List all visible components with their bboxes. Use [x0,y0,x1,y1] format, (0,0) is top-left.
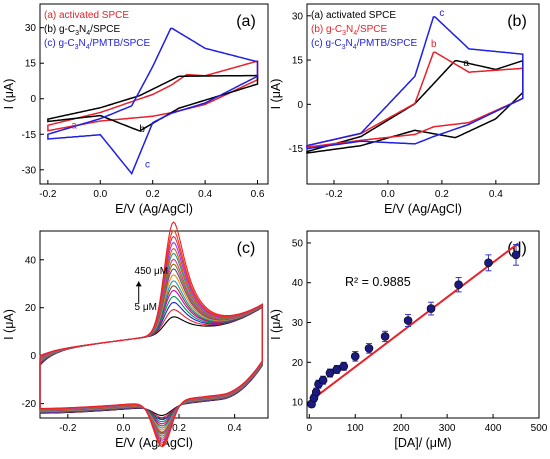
panel-a-legend-entry: (c) g-C3N4/PMTB/SPCE [44,38,151,51]
panel-b-x-tick-label: 0.4 [489,189,503,200]
panel-d-y-tick-label: 40 [292,278,304,289]
panel-b-cv-electrodes-dopamine: -0.2 0.0 0.2 0.4 -15 0 15 30 E/V (Ag/AgCl) I (μA)… [269,3,540,216]
panel-a-legend-entry: (b) g-C3N4/SPCE [44,24,121,37]
panel-d-data-point [511,250,521,260]
panel-b-x-tick-label: 0.0 [381,189,395,200]
panel-c-concentration-annotation: 5 μM [135,302,157,313]
panel-d-x-axis-label: [DA]/ (μM) [394,436,451,450]
panel-a-y-tick-label: -15 [22,130,37,141]
panel-b-plot-frame [306,3,540,185]
panel-b-legend-entry: (a) activated SPCE [311,10,396,21]
panel-d-y-tick-label: 30 [292,318,304,329]
panel-a-curve-label: c [145,159,150,170]
panel-b-cv-curve [306,16,524,150]
panel-d-data-point [318,375,328,385]
panel-d-data-point [364,344,374,353]
panel-a-x-tick-label: 0.4 [198,189,212,200]
panel-a-x-tick-label: 0.6 [251,189,265,200]
panel-d-data-point [484,258,493,268]
panel-d-data-point [339,361,349,371]
panel-b-x-axis-label: E/V (Ag/AgCl) [384,202,462,216]
panel-c-x-axis-label: E/V (Ag/AgCl) [115,436,193,450]
panel-d-data-point [380,332,390,341]
panel-a-y-tick-label: 30 [25,23,37,34]
panel-b-curve-label: b [431,39,437,50]
panel-a-panel-label: (a) [236,13,256,30]
panel-b-y-tick-label: -15 [289,144,304,155]
panel-d-y-axis-label: I (μA) [269,309,283,340]
panel-c-increase-arrow-head [135,281,142,287]
panel-c-x-tick-label: 0.4 [228,423,242,434]
panel-c-y-tick-label: 0 [30,351,36,362]
panel-a-x-axis-label: E/V (Ag/AgCl) [115,202,193,216]
panel-a-x-tick-label: 0.2 [146,189,160,200]
panel-c-x-tick-label: 0.2 [172,423,186,434]
panel-b-y-tick-label: 15 [292,56,304,67]
panel-a-y-tick-label: 0 [30,94,36,105]
panel-a-curve-label: b [139,124,145,135]
panel-d-x-tick-label: 500 [531,423,548,434]
panel-d-data-point [311,387,321,397]
panel-c-cv-curve [39,274,263,431]
panel-a-legend-entry: (a) activated SPCE [44,10,129,21]
panel-b-y-axis-label: I (μA) [269,79,283,110]
panel-d-r-squared-annotation: R² = 0.9885 [345,275,411,289]
panel-d-data-point [350,352,360,361]
panel-c-cv-curve [39,305,263,419]
panel-d-y-tick-label: 10 [292,398,304,409]
panel-c-y-tick-label: -20 [22,399,37,410]
panel-b-y-tick-label: 0 [297,100,303,111]
panel-d-calibration-plot: 0 100 200 300 400 500 10 20 30 40 50 [DA]/ (μM) I (μ… [269,230,548,450]
panel-a-cv-electrodes: -0.2 0.0 0.2 0.4 0.6 -30 -15 0 15 30 E/V (Ag/AgCl)… [2,3,269,216]
panel-a-y-axis-label: I (μA) [2,79,16,110]
panel-b-curve-label: c [439,8,444,19]
panel-d-x-tick-label: 100 [347,423,364,434]
panel-b-curve-label: a [463,58,469,69]
panel-c-panel-label: (c) [237,240,256,257]
panel-d-x-tick-label: 0 [307,423,313,434]
panel-a-cv-curve [47,60,259,132]
panel-c-concentration-annotation: 450 μM [135,266,169,277]
panel-a-x-tick-label: -0.2 [39,189,57,200]
panel-b-legend-entry: (b) g-C3N4/SPCE [311,24,388,37]
panel-a-y-tick-label: -30 [22,165,37,176]
panel-a-curve-label: a [71,120,77,131]
panel-d-panel-label: (d) [507,240,527,257]
panel-a-plot-frame [39,3,269,185]
panel-c-cv-curve [39,306,263,416]
panel-c-y-tick-label: 40 [25,255,37,266]
panel-a-x-tick-label: 0.0 [93,189,107,200]
panel-a-cv-curve [47,74,259,132]
panel-c-y-axis-label: I (μA) [2,309,16,340]
panel-a-y-tick-label: 15 [25,59,37,70]
panel-c-y-tick-label: 20 [25,303,37,314]
panel-b-y-tick-label: 30 [292,11,304,22]
panel-d-y-tick-label: 50 [292,238,304,249]
panel-a-cv-curve [47,27,259,176]
panel-d-x-tick-label: 300 [439,423,456,434]
panel-d-x-tick-label: 400 [485,423,502,434]
panel-c-cv-curve [39,221,263,448]
panel-b-cv-curve [306,51,524,148]
panel-d-plot-frame [306,230,540,419]
panel-d-y-tick-label: 20 [292,358,304,369]
panel-c-cv-concentration-series: -0.2 0.0 0.2 0.4 -20 0 20 40 E/V (Ag/AgCl) I (μA)… [2,221,269,450]
panel-d-x-tick-label: 200 [393,423,410,434]
panel-d-data-point [454,280,463,290]
panel-d-data-point [403,316,413,325]
panel-b-x-tick-label: 0.2 [435,189,449,200]
panel-b-legend-entry: (c) g-C3N4/PMTB/SPCE [311,38,418,51]
panel-c-x-tick-label: 0.0 [116,423,130,434]
panel-b-panel-label: (b) [507,13,527,30]
panel-c-x-tick-label: -0.2 [59,423,77,434]
panel-d-data-point [426,304,436,313]
panel-d-linear-fit-line [308,242,519,403]
panel-b-x-tick-label: -0.2 [325,189,343,200]
